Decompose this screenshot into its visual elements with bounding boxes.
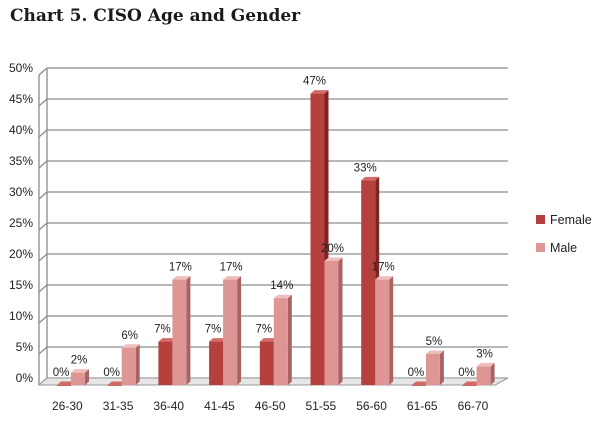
data-labels: 0%2%0%6%7%17%7%17%7%14%47%20%33%17%0%5%0… bbox=[53, 76, 493, 379]
side-wall-line bbox=[38, 160, 48, 169]
side-wall-line bbox=[38, 191, 48, 200]
x-tick-label: 56-60 bbox=[356, 399, 387, 413]
legend-label: Male bbox=[550, 241, 577, 255]
bar-female-31-35 bbox=[107, 381, 126, 386]
bar-male-31-35 bbox=[121, 344, 140, 385]
data-label: 7% bbox=[154, 324, 171, 336]
side-wall-line bbox=[38, 222, 48, 231]
y-tick-label: 15% bbox=[9, 278, 33, 292]
data-label: 14% bbox=[270, 280, 293, 292]
data-label: 0% bbox=[53, 367, 70, 379]
side-wall-line bbox=[38, 315, 48, 324]
data-label: 17% bbox=[169, 262, 192, 274]
y-tick-label: 45% bbox=[9, 92, 33, 106]
y-tick-label: 35% bbox=[9, 154, 33, 168]
bar-female-26-30 bbox=[57, 381, 75, 386]
data-label: 20% bbox=[321, 243, 344, 255]
bar-male-66-70 bbox=[476, 362, 495, 385]
y-tick-label: 25% bbox=[9, 216, 33, 230]
x-tick-label: 46-50 bbox=[255, 399, 286, 413]
legend-swatch bbox=[536, 243, 545, 252]
x-tick-label: 41-45 bbox=[204, 399, 235, 413]
legend-swatch bbox=[536, 215, 545, 224]
bar-male-61-65 bbox=[425, 350, 444, 385]
y-tick-label: 20% bbox=[9, 247, 33, 261]
y-axis: 0% 5% 10% 15% 20% 25% 30% 35% 40% 45% 50% bbox=[9, 61, 33, 385]
bar-male-56-60 bbox=[375, 276, 394, 385]
data-label: 17% bbox=[220, 262, 243, 274]
data-label: 0% bbox=[408, 367, 425, 379]
x-axis: 26-30 31-35 36-40 41-45 46-50 51-55 56-60 61-65… bbox=[52, 399, 489, 413]
y-tick-label: 50% bbox=[9, 61, 33, 75]
data-label: 6% bbox=[121, 330, 138, 342]
side-wall-line bbox=[38, 98, 48, 107]
data-label: 3% bbox=[476, 348, 493, 360]
bar-male-36-40 bbox=[172, 276, 191, 385]
data-label: 7% bbox=[205, 324, 222, 336]
x-tick-label: 36-40 bbox=[153, 399, 184, 413]
data-label: 0% bbox=[458, 367, 475, 379]
x-tick-label: 66-70 bbox=[458, 399, 489, 413]
bar-female-66-70 bbox=[462, 381, 481, 386]
bar-male-26-30 bbox=[71, 369, 89, 385]
data-label: 33% bbox=[354, 162, 377, 174]
y-tick-label: 30% bbox=[9, 185, 33, 199]
legend-label: Female bbox=[550, 213, 592, 227]
side-wall-line bbox=[38, 67, 48, 76]
side-wall-line bbox=[38, 284, 48, 293]
side-wall-line bbox=[38, 346, 48, 355]
y-tick-label: 0% bbox=[16, 371, 34, 385]
x-tick-label: 26-30 bbox=[52, 399, 83, 413]
y-tick-label: 10% bbox=[9, 309, 33, 323]
bar-male-41-45 bbox=[223, 276, 242, 385]
bar-male-51-55 bbox=[324, 257, 343, 385]
chart-title: Chart 5. CISO Age and Gender bbox=[10, 6, 301, 26]
bars bbox=[57, 90, 495, 386]
bar-male-46-50 bbox=[273, 294, 292, 385]
data-label: 17% bbox=[372, 262, 395, 274]
x-tick-label: 51-55 bbox=[305, 399, 336, 413]
y-tick-label: 5% bbox=[16, 340, 34, 354]
x-tick-label: 31-35 bbox=[103, 399, 134, 413]
data-label: 2% bbox=[71, 355, 88, 367]
side-wall-line bbox=[38, 253, 48, 262]
side-wall-line bbox=[38, 129, 48, 138]
legend: Female Male bbox=[536, 213, 592, 255]
x-tick-label: 61-65 bbox=[407, 399, 438, 413]
y-tick-label: 40% bbox=[9, 123, 33, 137]
data-label: 47% bbox=[303, 76, 326, 88]
data-label: 0% bbox=[103, 367, 120, 379]
data-label: 7% bbox=[255, 324, 272, 336]
bar-female-61-65 bbox=[411, 381, 430, 386]
data-label: 5% bbox=[426, 336, 443, 348]
